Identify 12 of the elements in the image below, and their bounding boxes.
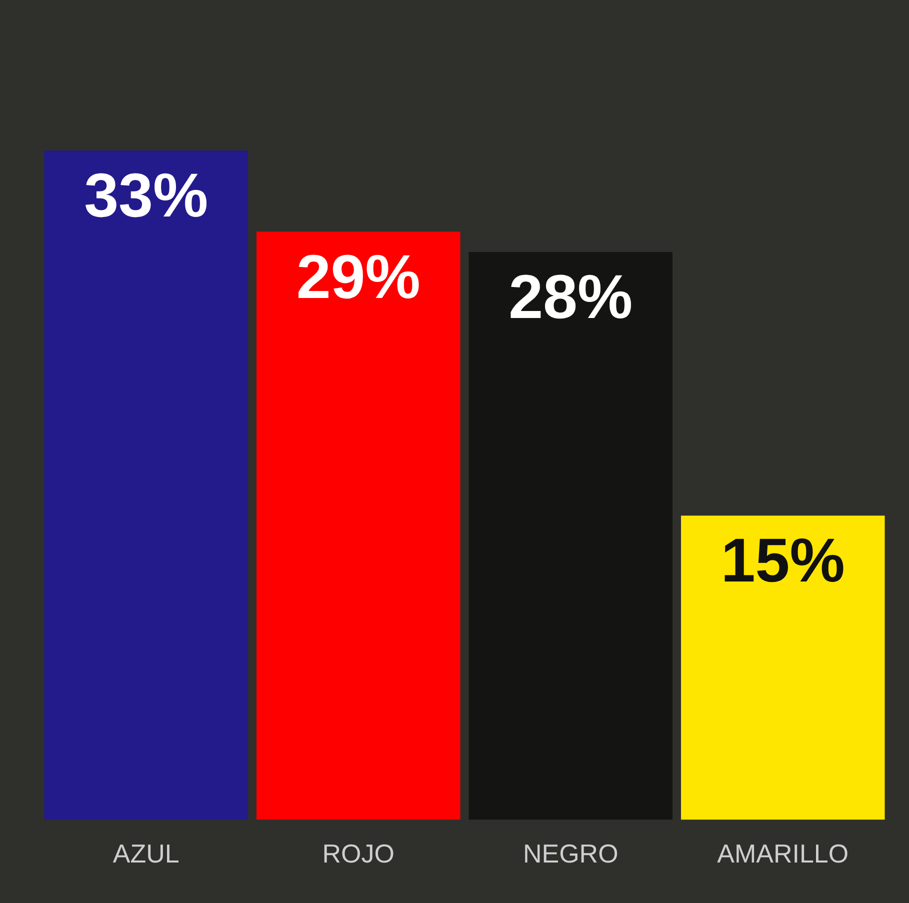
bar	[256, 232, 460, 820]
x-tick-label: ROJO	[322, 838, 394, 869]
data-label: 33%	[84, 162, 208, 231]
data-label: 28%	[508, 263, 633, 332]
bar	[468, 252, 673, 820]
x-tick-label: AZUL	[112, 838, 180, 869]
x-tick-label: AMARILLO	[717, 838, 849, 869]
data-label: 15%	[720, 526, 845, 596]
x-tick-label: NEGRO	[522, 838, 618, 869]
data-label: 29%	[296, 242, 420, 312]
bar	[44, 150, 248, 820]
bar	[680, 516, 885, 820]
